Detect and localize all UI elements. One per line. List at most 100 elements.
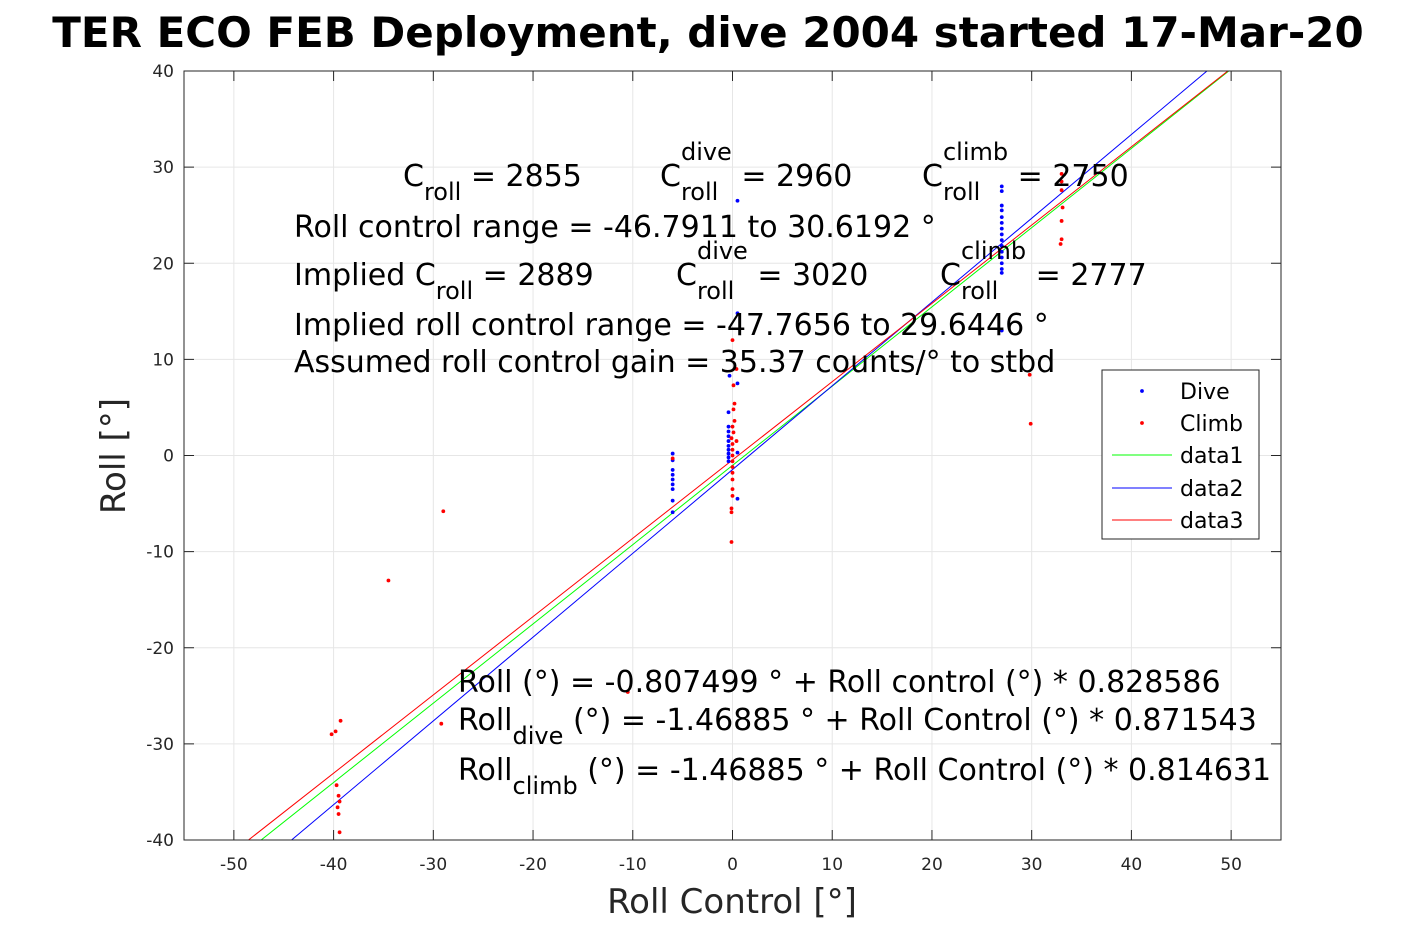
- annotation-segment: dive: [513, 722, 564, 750]
- dive-point: [670, 472, 675, 477]
- annotation-segment: roll: [961, 277, 998, 305]
- dive-point: [999, 232, 1004, 237]
- climb-point: [1059, 219, 1064, 223]
- annotation-segment: C: [922, 159, 943, 194]
- dive-point: [670, 477, 675, 482]
- dive-point: [999, 255, 1004, 260]
- dive-point: [999, 261, 1004, 266]
- climb-point: [333, 729, 338, 734]
- climb-point: [734, 439, 739, 443]
- annotation-text: Rollclimb (°) = -1.46885 ° + Roll Contro…: [458, 753, 1271, 800]
- climb-point: [731, 407, 736, 412]
- chart-title: TER ECO FEB Deployment, dive 2004 starte…: [52, 8, 1364, 57]
- y-tick-label: 20: [152, 254, 174, 274]
- annotation-text: Roll control range = -46.7911 to 30.6192…: [294, 210, 936, 245]
- annotation-segment: = 2750: [1008, 159, 1129, 194]
- x-tick-label: 40: [1121, 855, 1143, 875]
- climb-point: [732, 418, 737, 423]
- climb-point: [730, 487, 735, 492]
- dive-point: [735, 450, 740, 455]
- climb-point: [1060, 205, 1065, 210]
- dive-point: [999, 203, 1004, 208]
- annotation-segment: (°) = -1.46885 ° + Roll Control (°) * 0.…: [563, 703, 1256, 738]
- annotation-segment: C: [660, 159, 681, 194]
- annotation-text: Rolldive (°) = -1.46885 ° + Roll Control…: [458, 703, 1257, 750]
- dive-point: [999, 244, 1004, 248]
- legend-swatch-dive: [1140, 389, 1144, 393]
- legend-label: data1: [1180, 444, 1244, 469]
- climb-point: [730, 470, 735, 475]
- annotation-text: Croll climb = 2750: [922, 138, 1129, 206]
- annotation-segment: C: [676, 258, 697, 293]
- climb-point: [337, 799, 342, 804]
- y-tick-label: 10: [152, 350, 174, 370]
- x-tick-label: 10: [821, 855, 843, 875]
- annotation-text: Roll (°) = -0.807499 ° + Roll control (°…: [458, 665, 1221, 700]
- annotation-text: Croll climb = 2777: [940, 237, 1147, 305]
- climb-point: [337, 830, 342, 835]
- dive-point: [670, 510, 675, 515]
- annotation-text: Implied Croll = 2889: [294, 258, 594, 305]
- dive-point: [726, 429, 731, 434]
- y-tick-label: 30: [152, 158, 174, 178]
- climb-point: [729, 510, 734, 515]
- x-tick-label: -20: [519, 855, 547, 875]
- annotation-segment: Roll control range = -46.7911 to 30.6192…: [294, 210, 936, 245]
- y-tick-label: -10: [146, 543, 174, 563]
- dive-point: [726, 455, 731, 460]
- y-tick-label: 40: [152, 62, 174, 82]
- climb-point: [1028, 421, 1033, 426]
- climb-point: [1059, 179, 1064, 184]
- climb-point: [729, 436, 734, 441]
- annotation-segment: Roll: [458, 753, 513, 788]
- climb-point: [731, 383, 736, 388]
- climb-point: [730, 447, 735, 452]
- x-tick-label: 30: [1021, 855, 1043, 875]
- fit-line-data2: [290, 71, 1208, 840]
- annotation-segment: climb: [961, 237, 1026, 265]
- x-axis-label: Roll Control [°]: [607, 882, 857, 922]
- annotation-segment: C: [940, 258, 961, 293]
- dive-point: [726, 439, 731, 443]
- annotation-segment: = 2855: [461, 159, 582, 194]
- axis-ticks: -50 -40 -30 -20 -10 0 10 20 30 40 50 -40 -30 -20 -10 0 1…: [146, 62, 1281, 875]
- x-tick-label: -10: [619, 855, 647, 875]
- climb-point: [670, 456, 675, 461]
- climb-point: [730, 338, 735, 343]
- annotation-segment: roll: [681, 178, 718, 206]
- annotation-segment: roll: [424, 178, 461, 206]
- climb-point: [730, 453, 735, 458]
- legend: Dive Climb data1 data2 data3: [1101, 369, 1260, 540]
- x-tick-label: -50: [220, 855, 248, 875]
- x-tick-label: 0: [727, 855, 738, 875]
- climb-point: [730, 493, 735, 498]
- dive-point: [726, 447, 731, 452]
- climb-point: [1027, 372, 1032, 377]
- dive-point: [726, 443, 731, 448]
- y-tick-label: -20: [146, 639, 174, 659]
- annotation-segment: Implied roll control range = -47.7656 to…: [294, 308, 1049, 343]
- dive-point: [735, 381, 740, 386]
- annotation-text: Croll dive = 3020: [676, 237, 868, 305]
- annotation-segment: climb: [943, 138, 1008, 166]
- climb-point: [1058, 242, 1063, 246]
- annotation-segment: (°) = -1.46885 ° + Roll Control (°) * 0.…: [578, 753, 1271, 788]
- dive-point: [999, 184, 1004, 189]
- dive-point: [999, 249, 1004, 254]
- climb-point: [1059, 188, 1064, 193]
- annotation-segment: Roll (°) = -0.807499 ° + Roll control (°…: [458, 665, 1221, 700]
- x-tick-label: 50: [1220, 855, 1242, 875]
- annotation-segment: roll: [436, 277, 473, 305]
- y-tick-label: 0: [163, 447, 174, 467]
- annotation-segment: roll: [697, 277, 734, 305]
- y-tick-label: -30: [146, 735, 174, 755]
- annotation-text: Croll dive = 2960: [660, 138, 852, 206]
- annotation-segment: Assumed roll control gain = 35.37 counts…: [294, 345, 1055, 380]
- annotation-segment: = 2960: [732, 159, 853, 194]
- climb-point: [730, 442, 735, 446]
- legend-label: data3: [1180, 509, 1244, 534]
- dive-point: [670, 451, 675, 456]
- annotations: Croll = 2855 Crolldive = 2960 Crollclimb =…: [294, 138, 1271, 800]
- climb-point: [625, 690, 630, 694]
- climb-point: [729, 540, 734, 544]
